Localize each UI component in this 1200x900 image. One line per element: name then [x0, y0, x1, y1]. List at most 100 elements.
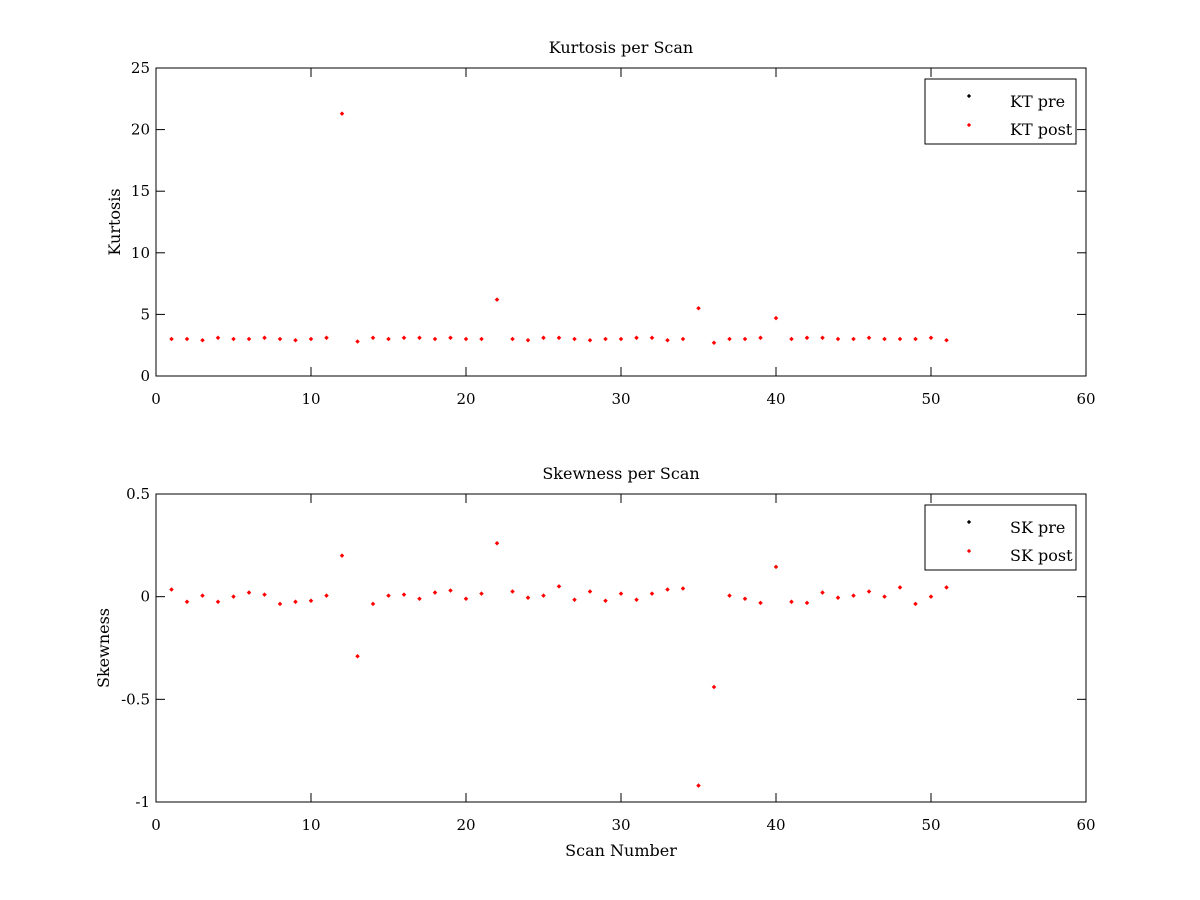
kurtosis-point-kt-post	[665, 338, 670, 343]
kurtosis-point-kt-post	[277, 336, 283, 342]
skewness-point-sk-post	[494, 541, 500, 546]
skewness-point-sk-post	[804, 600, 810, 606]
skewness-x-axis-label: Scan Number	[565, 841, 677, 860]
kurtosis-point-kt-post	[882, 336, 887, 342]
kurtosis-point-kt-post	[525, 338, 531, 343]
skewness-point-sk-post	[866, 589, 872, 594]
kurtosis-point-kt-post	[463, 336, 469, 342]
kurtosis-legend-label-pre: KT pre	[1010, 92, 1065, 111]
skewness-y-tick-label: -0.5	[121, 690, 150, 708]
kurtosis-x-tick-label: 20	[456, 390, 475, 408]
skewness-y-tick-label: -1	[135, 793, 150, 811]
kurtosis-point-kt-post	[386, 336, 391, 342]
skewness-x-tick-label: 40	[766, 816, 785, 834]
skewness-x-tick-label: 50	[921, 816, 940, 834]
kurtosis-legend-label-post: KT post	[1010, 120, 1073, 139]
kurtosis-point-kt-post	[355, 339, 360, 344]
skewness-x-tick-label: 10	[301, 816, 320, 834]
skewness-point-sk-post	[742, 596, 748, 601]
kurtosis-point-kt-post	[293, 338, 298, 343]
kurtosis-point-kt-post	[417, 335, 422, 341]
skewness-legend-marker-pre	[966, 519, 972, 525]
kurtosis-point-kt-post	[169, 336, 174, 342]
kurtosis-point-kt-post	[541, 335, 546, 341]
skewness-axes-box	[155, 493, 1087, 803]
skewness-point-sk-post	[417, 596, 422, 601]
skewness-point-sk-post	[758, 600, 763, 606]
skewness-point-sk-post	[262, 592, 267, 597]
kurtosis-x-tick-label: 60	[1076, 390, 1095, 408]
kurtosis-data-points	[169, 111, 949, 345]
skewness-plot: Skewness per Scan Skewness Scan Number 0…	[94, 464, 1096, 860]
skewness-x-tick-label: 0	[151, 816, 161, 834]
kurtosis-axes-box	[155, 67, 1087, 377]
kurtosis-y-tick-label: 5	[140, 305, 150, 323]
kurtosis-y-tick-label: 0	[140, 367, 150, 385]
kurtosis-point-kt-post	[572, 336, 577, 342]
skewness-point-sk-post	[324, 593, 329, 598]
kurtosis-x-tick-label: 50	[921, 390, 940, 408]
skewness-point-sk-post	[665, 587, 670, 592]
skewness-point-sk-post	[355, 653, 360, 659]
kurtosis-point-kt-post	[634, 335, 639, 341]
kurtosis-x-tick-label: 40	[766, 390, 785, 408]
skewness-y-tick-label: 0	[140, 588, 150, 606]
skewness-point-sk-post	[587, 589, 593, 594]
kurtosis-axis-ticks: 0 10 20 30 40 50 60 0 5 10 15 20 25	[131, 59, 1096, 408]
kurtosis-point-kt-post	[200, 338, 205, 343]
skewness-point-sk-post	[293, 599, 298, 605]
skewness-point-sk-post	[339, 553, 345, 558]
skewness-data-points	[169, 541, 949, 788]
kurtosis-point-kt-post	[897, 336, 903, 342]
kurtosis-point-kt-post	[680, 336, 686, 342]
kurtosis-point-kt-post	[246, 336, 252, 342]
skewness-point-sk-post	[634, 597, 639, 603]
kurtosis-point-kt-post	[262, 335, 267, 341]
skewness-plot-title: Skewness per Scan	[542, 464, 699, 483]
kurtosis-legend-box	[924, 78, 1077, 145]
kurtosis-point-kt-post	[370, 335, 376, 341]
kurtosis-point-kt-post	[696, 305, 701, 311]
kurtosis-x-tick-label: 30	[611, 390, 630, 408]
kurtosis-point-kt-post	[308, 336, 314, 342]
kurtosis-point-kt-post	[928, 335, 934, 341]
kurtosis-y-tick-label: 15	[131, 182, 150, 200]
kurtosis-point-kt-post	[789, 336, 794, 342]
kurtosis-point-kt-post	[587, 338, 593, 343]
kurtosis-point-kt-post	[649, 335, 655, 341]
skewness-point-sk-post	[913, 601, 918, 607]
skewness-legend-label-pre: SK pre	[1010, 518, 1065, 537]
kurtosis-point-kt-post	[773, 315, 779, 321]
skewness-point-sk-post	[432, 590, 438, 595]
skewness-legend-box	[924, 504, 1077, 571]
kurtosis-point-kt-post	[727, 336, 732, 342]
skewness-point-sk-post	[572, 597, 577, 603]
kurtosis-point-kt-post	[913, 336, 918, 342]
kurtosis-point-kt-post	[184, 336, 190, 342]
kurtosis-point-kt-post	[742, 336, 748, 342]
kurtosis-x-tick-label: 0	[151, 390, 161, 408]
skewness-point-sk-post	[680, 586, 686, 591]
kurtosis-point-kt-post	[944, 338, 949, 343]
skewness-point-sk-post	[463, 596, 469, 601]
skewness-x-tick-label: 60	[1076, 816, 1095, 834]
skewness-point-sk-post	[277, 601, 283, 607]
kurtosis-point-kt-post	[231, 336, 236, 342]
kurtosis-point-kt-post	[448, 335, 453, 341]
kurtosis-point-kt-post	[479, 336, 484, 342]
kurtosis-point-kt-post	[758, 335, 763, 341]
skewness-point-sk-post	[649, 591, 655, 596]
kurtosis-point-kt-post	[835, 336, 841, 342]
skewness-legend: SK pre SK post	[924, 504, 1077, 571]
skewness-point-sk-post	[820, 590, 825, 595]
skewness-point-sk-post	[711, 684, 717, 690]
skewness-legend-marker-post	[966, 548, 972, 554]
kurtosis-y-tick-label: 20	[131, 121, 150, 139]
skewness-point-sk-post	[308, 598, 314, 604]
kurtosis-y-axis-label: Kurtosis	[105, 188, 124, 255]
kurtosis-point-kt-post	[851, 336, 856, 342]
skewness-point-sk-post	[696, 783, 701, 788]
kurtosis-point-kt-post	[711, 340, 717, 345]
kurtosis-plot-title: Kurtosis per Scan	[549, 38, 693, 57]
kurtosis-point-kt-post	[432, 336, 438, 342]
